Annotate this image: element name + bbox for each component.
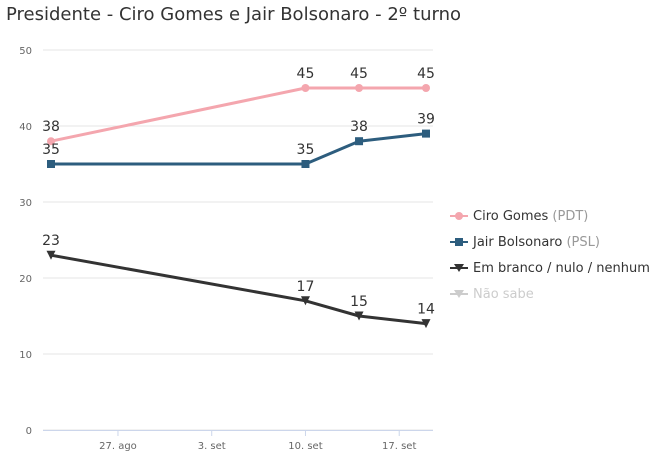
data-point bbox=[421, 319, 431, 329]
legend-label: Jair Bolsonaro bbox=[473, 234, 563, 250]
legend-label: Ciro Gomes bbox=[473, 208, 549, 224]
legend-label: Não sabe bbox=[473, 286, 534, 302]
data-point bbox=[422, 129, 430, 138]
y-tick-label: 40 bbox=[19, 122, 32, 133]
x-axis: 27. ago 3. set 10. set 17. set bbox=[43, 430, 433, 452]
series-line bbox=[49, 132, 428, 166]
x-tick-label: 27. ago bbox=[99, 441, 137, 452]
data-label: 14 bbox=[417, 302, 435, 318]
data-point bbox=[354, 311, 364, 321]
data-label: 39 bbox=[417, 112, 435, 128]
series-lines bbox=[46, 84, 431, 329]
data-label: 35 bbox=[42, 142, 60, 158]
legend-item[interactable]: Ciro Gomes (PDT) bbox=[450, 203, 650, 229]
data-label: 23 bbox=[42, 233, 60, 249]
legend-symbol-icon bbox=[450, 236, 468, 248]
data-label: 45 bbox=[417, 66, 435, 82]
x-tick-label: 3. set bbox=[198, 441, 226, 452]
legend-symbol-icon bbox=[450, 210, 468, 222]
y-tick-label: 20 bbox=[19, 274, 32, 285]
data-label: 38 bbox=[42, 119, 60, 135]
legend-party: (PSL) bbox=[562, 234, 600, 250]
x-tick-label: 10. set bbox=[288, 441, 322, 452]
data-label: 15 bbox=[350, 294, 368, 310]
data-label: 17 bbox=[297, 279, 315, 295]
x-tick-label: 17. set bbox=[382, 441, 416, 452]
series-0 bbox=[47, 84, 430, 146]
data-label: 45 bbox=[297, 66, 315, 82]
data-label: 45 bbox=[350, 66, 368, 82]
legend-item[interactable]: Em branco / nulo / nenhum bbox=[450, 255, 650, 281]
data-point bbox=[355, 84, 364, 92]
data-point bbox=[301, 160, 310, 168]
legend-label: Em branco / nulo / nenhum bbox=[473, 260, 650, 276]
y-tick-label: 0 bbox=[26, 426, 32, 437]
data-point bbox=[300, 296, 310, 306]
y-tick-label: 10 bbox=[19, 350, 32, 361]
data-point bbox=[422, 84, 430, 92]
y-tick-label: 50 bbox=[19, 46, 32, 57]
data-label: 38 bbox=[350, 119, 368, 135]
data-label: 35 bbox=[297, 142, 315, 158]
legend-item[interactable]: Jair Bolsonaro (PSL) bbox=[450, 229, 650, 255]
legend-item[interactable]: Não sabe bbox=[450, 281, 650, 307]
data-point bbox=[355, 137, 364, 146]
legend: Ciro Gomes (PDT) Jair Bolsonaro (PSL) Em b… bbox=[450, 203, 650, 307]
data-labels: 38 45 45 45 35 35 38 39 23 17 15 14 bbox=[42, 66, 435, 318]
y-axis: 0 10 20 30 40 50 bbox=[19, 46, 32, 437]
data-point bbox=[301, 84, 310, 92]
legend-party: (PDT) bbox=[548, 208, 589, 224]
y-tick-label: 30 bbox=[19, 198, 32, 209]
series-1 bbox=[47, 129, 430, 168]
legend-symbol-icon bbox=[450, 288, 468, 300]
data-point bbox=[47, 137, 55, 146]
data-point bbox=[47, 160, 55, 168]
legend-symbol-icon bbox=[450, 262, 468, 274]
series-line bbox=[49, 253, 428, 326]
chart-title: Presidente - Ciro Gomes e Jair Bolsonaro… bbox=[6, 4, 461, 25]
data-point bbox=[46, 250, 56, 260]
series-line bbox=[49, 86, 428, 143]
series-2 bbox=[46, 250, 431, 329]
gridlines bbox=[43, 49, 433, 431]
